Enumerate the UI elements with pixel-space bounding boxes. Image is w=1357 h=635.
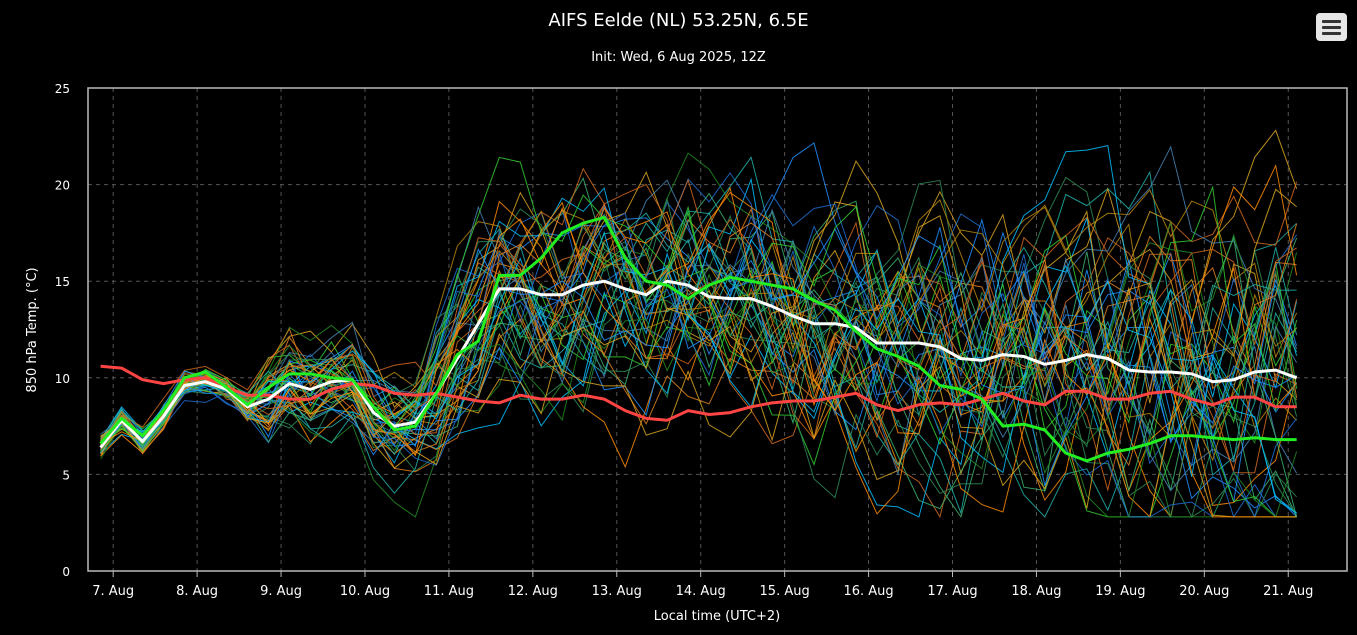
x-tick-label: 8. Aug [176,584,218,599]
y-tick-label: 15 [55,275,70,289]
chart-subtitle: Init: Wed, 6 Aug 2025, 12Z [591,50,766,65]
ensemble-member-line [100,207,1298,473]
ensemble-member-line [100,203,1297,492]
x-tick-label: 11. Aug [424,584,474,599]
y-tick-label: 5 [62,468,70,482]
ensemble-member-line [100,191,1297,518]
x-axis: 7. Aug 8. Aug 9. Aug 10. Aug 11. Aug 12. Aug 1… [92,571,1313,599]
series-lines [99,215,1298,463]
ensemble-member-line [100,236,1298,518]
x-tick-label: 14. Aug [676,584,726,599]
ensemble-member-line [100,262,1298,458]
y-tick-label: 0 [62,565,70,579]
x-tick-label: 12. Aug [508,584,558,599]
ensemble-member-line [100,198,1298,499]
hamburger-menu-icon[interactable] [1316,13,1347,41]
y-axis-label: 850 hPa Temp. (°C) [25,267,40,392]
ensemble-member-line [100,230,1297,514]
ensemble-member-line [100,156,1298,461]
y-tick-label: 25 [55,82,70,96]
x-tick-label: 18. Aug [1011,584,1061,599]
x-tick-label: 17. Aug [927,584,977,599]
ensemble-member-line [100,186,1297,518]
y-axis: 0 5 10 15 20 25 [55,82,70,579]
ensemble-member-line [100,178,1298,472]
x-tick-label: 15. Aug [760,584,810,599]
x-axis-label: Local time (UTC+2) [654,609,780,624]
x-tick-label: 7. Aug [92,584,134,599]
ensemble-member-line [100,282,1297,518]
ensemble-member-line [100,261,1297,467]
x-tick-label: 19. Aug [1095,584,1145,599]
x-tick-label: 16. Aug [843,584,893,599]
ensemble-member-line [100,241,1298,518]
y-tick-label: 10 [55,372,70,386]
series-line-2 [99,215,1297,463]
y-tick-label: 20 [55,179,70,193]
x-tick-label: 9. Aug [260,584,302,599]
x-tick-label: 13. Aug [592,584,642,599]
ensemble-members [100,129,1298,519]
plot-frame [87,87,1348,572]
series-line-0 [100,364,1297,422]
ensemble-member-line [100,204,1298,502]
x-tick-label: 20. Aug [1179,584,1229,599]
x-tick-label: 10. Aug [340,584,390,599]
x-tick-label: 21. Aug [1263,584,1313,599]
chart-title: AIFS Eelde (NL) 53.25N, 6.5E [548,10,809,31]
ensemble-member-line [100,188,1297,455]
